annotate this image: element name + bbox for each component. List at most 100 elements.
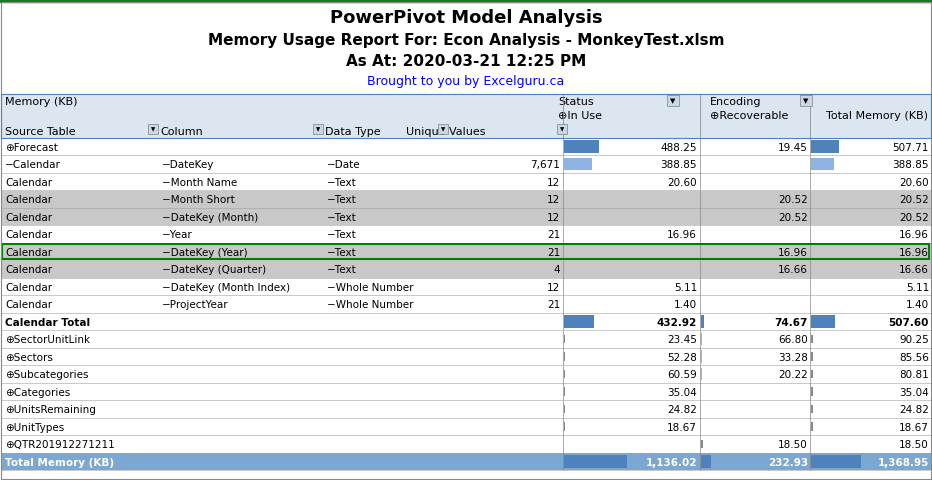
Text: 5.11: 5.11 — [906, 282, 929, 292]
Bar — [1, 191, 931, 208]
Bar — [1, 313, 931, 330]
Text: PowerPivot Model Analysis: PowerPivot Model Analysis — [330, 9, 602, 27]
Bar — [811, 352, 813, 361]
Text: 35.04: 35.04 — [899, 387, 929, 397]
Bar — [564, 335, 566, 343]
Text: Calendar: Calendar — [5, 178, 52, 187]
Text: −Month Short: −Month Short — [162, 195, 235, 205]
Text: ▼: ▼ — [441, 127, 445, 132]
Text: Calendar: Calendar — [5, 230, 52, 240]
Bar — [564, 405, 566, 413]
Bar — [811, 335, 813, 343]
Bar — [313, 125, 323, 135]
Text: −DateKey (Month): −DateKey (Month) — [162, 212, 258, 222]
Text: 52.28: 52.28 — [667, 352, 697, 362]
Bar — [564, 370, 566, 378]
Text: ⊕Forecast: ⊕Forecast — [5, 143, 58, 153]
Bar — [1, 348, 931, 365]
Bar — [811, 158, 833, 171]
Text: −Date: −Date — [327, 160, 361, 170]
Text: 7,671: 7,671 — [530, 160, 560, 170]
Text: 16.96: 16.96 — [899, 230, 929, 240]
Bar — [1, 243, 931, 261]
Text: −Whole Number: −Whole Number — [327, 282, 414, 292]
Bar — [811, 141, 839, 153]
Text: ⊕UnitTypes: ⊕UnitTypes — [5, 422, 64, 432]
Text: 12: 12 — [547, 282, 560, 292]
Text: 1,136.02: 1,136.02 — [646, 457, 697, 467]
Text: 16.96: 16.96 — [667, 230, 697, 240]
Text: 35.04: 35.04 — [667, 387, 697, 397]
Text: Column: Column — [160, 127, 203, 137]
Text: Calendar: Calendar — [5, 282, 52, 292]
Text: 1.40: 1.40 — [674, 300, 697, 310]
Text: 16.66: 16.66 — [778, 264, 808, 275]
Text: ⊕Sectors: ⊕Sectors — [5, 352, 53, 362]
Text: ▼: ▼ — [316, 127, 320, 132]
Bar — [1, 226, 931, 243]
Text: Source Table: Source Table — [5, 127, 75, 137]
Text: 19.45: 19.45 — [778, 143, 808, 153]
Text: ⊕QTR201912271211: ⊕QTR201912271211 — [5, 439, 115, 449]
Bar — [800, 96, 812, 107]
Text: 16.96: 16.96 — [778, 247, 808, 257]
Text: Memory (KB): Memory (KB) — [5, 97, 77, 107]
Text: −Calendar: −Calendar — [5, 160, 61, 170]
Bar — [1, 401, 931, 418]
Text: ▼: ▼ — [803, 98, 809, 104]
Text: Calendar: Calendar — [5, 300, 52, 310]
Text: 1,368.95: 1,368.95 — [878, 457, 929, 467]
Text: 18.67: 18.67 — [667, 422, 697, 432]
Bar — [564, 141, 598, 153]
Text: 85.56: 85.56 — [899, 352, 929, 362]
Text: 20.52: 20.52 — [899, 212, 929, 222]
Text: −Month Name: −Month Name — [162, 178, 238, 187]
Bar — [1, 174, 931, 191]
Text: −Text: −Text — [327, 247, 357, 257]
Text: −Text: −Text — [327, 230, 357, 240]
Text: 33.28: 33.28 — [778, 352, 808, 362]
Text: Calendar: Calendar — [5, 247, 52, 257]
Bar — [1, 453, 931, 470]
Text: 1.40: 1.40 — [906, 300, 929, 310]
Text: 388.85: 388.85 — [893, 160, 929, 170]
Text: 232.93: 232.93 — [768, 457, 808, 467]
Text: 18.50: 18.50 — [899, 439, 929, 449]
Bar — [1, 139, 931, 156]
Text: 20.60: 20.60 — [899, 178, 929, 187]
Text: 74.67: 74.67 — [774, 317, 808, 327]
Bar — [1, 95, 931, 139]
Bar — [1, 123, 931, 139]
Text: ⊕Categories: ⊕Categories — [5, 387, 70, 397]
Text: Calendar: Calendar — [5, 195, 52, 205]
Bar — [564, 455, 627, 468]
Text: −Text: −Text — [327, 264, 357, 275]
Text: Total Memory (KB): Total Memory (KB) — [826, 111, 928, 121]
Text: −ProjectYear: −ProjectYear — [162, 300, 228, 310]
Bar — [1, 296, 931, 313]
Text: 80.81: 80.81 — [899, 370, 929, 380]
Bar — [701, 440, 703, 448]
Text: Calendar Total: Calendar Total — [5, 317, 90, 327]
Text: Data Type: Data Type — [325, 127, 380, 137]
Bar — [564, 352, 566, 361]
Text: 24.82: 24.82 — [667, 405, 697, 414]
Text: Status: Status — [558, 97, 594, 107]
Text: −DateKey (Quarter): −DateKey (Quarter) — [162, 264, 267, 275]
Text: −DateKey (Year): −DateKey (Year) — [162, 247, 248, 257]
Bar — [1, 109, 931, 123]
Text: ⊕SectorUnitLink: ⊕SectorUnitLink — [5, 335, 90, 345]
Text: ▼: ▼ — [560, 127, 564, 132]
Text: 24.82: 24.82 — [899, 405, 929, 414]
Text: 16.66: 16.66 — [899, 264, 929, 275]
Text: −Text: −Text — [327, 178, 357, 187]
Text: 66.80: 66.80 — [778, 335, 808, 345]
Text: −DateKey (Month Index): −DateKey (Month Index) — [162, 282, 290, 292]
Text: ⊕In Use: ⊕In Use — [558, 111, 602, 121]
Text: Total Memory (KB): Total Memory (KB) — [5, 457, 114, 467]
Text: Memory Usage Report For: Econ Analysis - MonkeyTest.xlsm: Memory Usage Report For: Econ Analysis -… — [208, 33, 724, 48]
Bar — [811, 422, 813, 431]
Bar — [1, 278, 931, 295]
Text: 20.60: 20.60 — [667, 178, 697, 187]
Text: 507.60: 507.60 — [888, 317, 929, 327]
